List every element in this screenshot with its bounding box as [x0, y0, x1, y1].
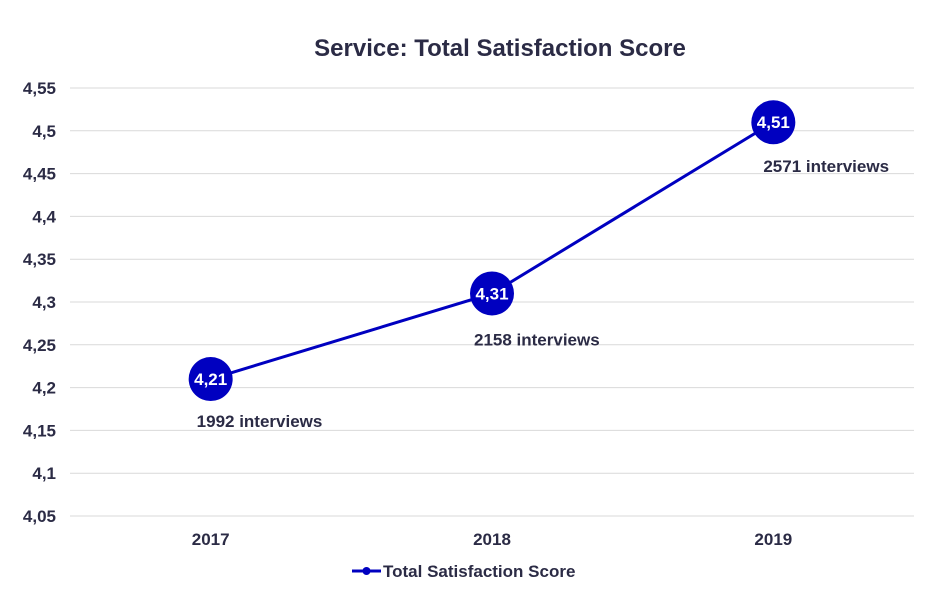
- y-tick-label: 4,25: [23, 336, 56, 355]
- y-tick-label: 4,4: [32, 207, 56, 226]
- y-tick-label: 4,55: [23, 79, 56, 98]
- data-label: 4,31: [475, 284, 508, 303]
- legend: Total Satisfaction Score: [352, 562, 575, 581]
- data-label: 4,21: [194, 370, 227, 389]
- legend-label: Total Satisfaction Score: [383, 562, 575, 581]
- x-tick-label: 2018: [473, 530, 511, 549]
- data-point: [470, 271, 514, 316]
- y-tick-label: 4,35: [23, 250, 56, 269]
- interview-count-annotation: 2158 interviews: [474, 330, 600, 349]
- data-point: [751, 100, 796, 145]
- y-tick-label: 4,2: [32, 379, 56, 398]
- y-tick-label: 4,3: [32, 293, 56, 312]
- data-point: [188, 357, 233, 402]
- y-tick-label: 4,5: [32, 122, 56, 141]
- interview-count-annotation: 2571 interviews: [763, 157, 889, 176]
- series-total-satisfaction: 4,21 4,31 4,51: [188, 100, 796, 402]
- y-axis: 4,55 4,5 4,45 4,4 4,35 4,3 4,25 4,2 4,15 4,1 4,05: [23, 79, 57, 526]
- x-tick-label: 2019: [754, 530, 792, 549]
- y-tick-label: 4,05: [23, 507, 56, 526]
- data-label: 4,51: [757, 113, 790, 132]
- x-axis: 2017 2018 2019: [192, 530, 792, 549]
- y-tick-label: 4,15: [23, 421, 56, 440]
- interview-count-annotation: 1992 interviews: [197, 412, 323, 431]
- annotations: 1992 interviews 2158 interviews 2571 inter…: [197, 157, 889, 431]
- y-tick-label: 4,1: [32, 464, 56, 483]
- legend-marker: [362, 567, 371, 575]
- x-tick-label: 2017: [192, 530, 230, 549]
- y-tick-label: 4,45: [23, 165, 56, 184]
- chart-title: Service: Total Satisfaction Score: [314, 35, 686, 62]
